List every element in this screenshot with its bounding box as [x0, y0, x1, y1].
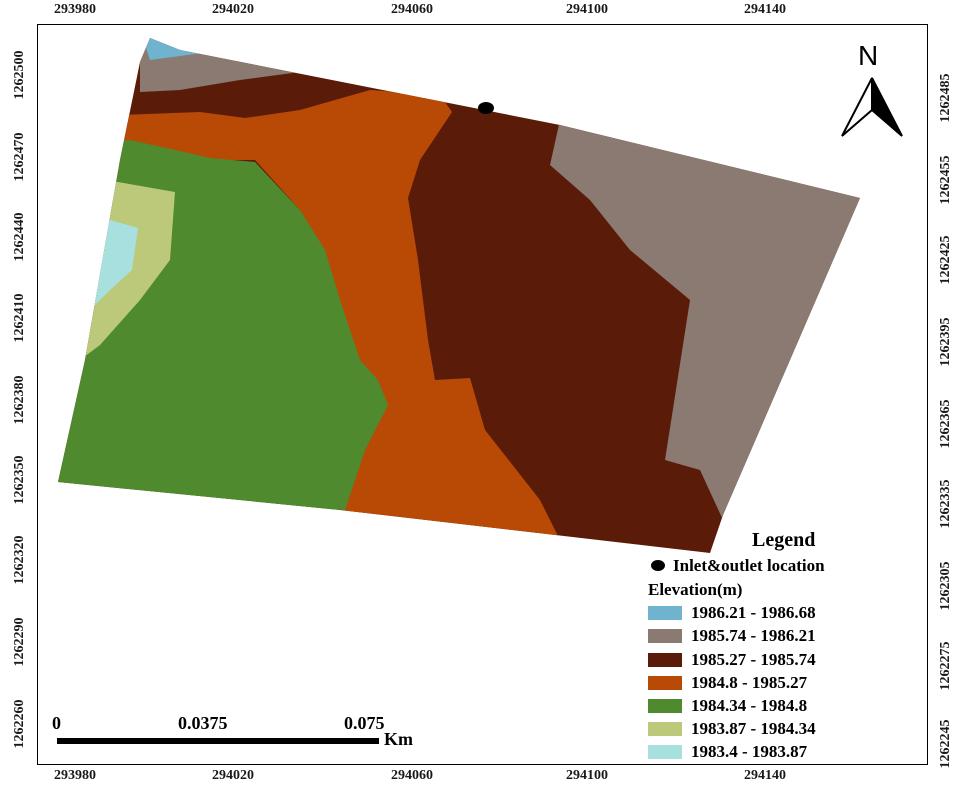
- legend-label: 1985.27 - 1985.74: [691, 650, 816, 669]
- left-tick-text: 1262500: [12, 50, 27, 100]
- top-tick-label: 294060: [391, 2, 433, 17]
- right-tick-label: 1262485: [934, 58, 958, 138]
- right-tick-text: 1262275: [938, 641, 953, 691]
- legend-label: 1984.34 - 1984.8: [691, 696, 808, 715]
- left-tick-text: 1262470: [12, 132, 27, 182]
- right-tick-text: 1262245: [938, 719, 953, 769]
- elevation-title: Elevation(m): [648, 580, 743, 599]
- legend-label: 1983.4 - 1983.87: [691, 742, 808, 761]
- left-tick-text: 1262320: [12, 535, 27, 585]
- left-tick-text: 1262380: [12, 375, 27, 425]
- bottom-tick-label: 294140: [744, 768, 786, 783]
- north-arrow-icon: [841, 77, 903, 137]
- legend-label: 1985.74 - 1986.21: [691, 626, 816, 645]
- inlet-outlet-point: [478, 102, 494, 114]
- legend-label: 1983.87 - 1984.34: [691, 719, 816, 738]
- legend-title: Legend: [752, 529, 816, 551]
- right-tick-label: 1262305: [934, 546, 958, 626]
- scale-label-zero: 0: [52, 713, 61, 733]
- right-tick-label: 1262365: [934, 384, 958, 464]
- legend-label: 1986.21 - 1986.68: [691, 603, 816, 622]
- inlet-point-symbol: [651, 560, 665, 571]
- top-tick-label: 294020: [212, 2, 254, 17]
- right-tick-text: 1262485: [938, 73, 953, 123]
- legend-swatch: [648, 745, 682, 759]
- left-tick-label: 1262440: [10, 197, 30, 277]
- top-tick-label: 294100: [566, 2, 608, 17]
- scale-label-mid: 0.0375: [178, 713, 228, 733]
- right-tick-label: 1262425: [934, 220, 958, 300]
- right-tick-label: 1262275: [934, 626, 958, 706]
- scale-unit: Km: [384, 729, 413, 749]
- right-tick-text: 1262305: [938, 561, 953, 611]
- left-tick-label: 1262500: [10, 35, 30, 115]
- legend-swatch: [648, 653, 682, 667]
- left-tick-label: 1262350: [10, 440, 30, 520]
- bottom-tick-label: 294100: [566, 768, 608, 783]
- left-tick-text: 1262260: [12, 699, 27, 749]
- bottom-tick-label: 293980: [54, 768, 96, 783]
- right-tick-label: 1262395: [934, 302, 958, 382]
- left-tick-label: 1262470: [10, 117, 30, 197]
- left-tick-label: 1262380: [10, 360, 30, 440]
- scale-label-max: 0.075: [344, 713, 385, 733]
- inlet-point-label: Inlet&outlet location: [673, 556, 825, 575]
- bottom-tick-label: 294060: [391, 768, 433, 783]
- left-tick-text: 1262410: [12, 293, 27, 343]
- left-tick-text: 1262440: [12, 212, 27, 262]
- right-tick-text: 1262455: [938, 155, 953, 205]
- right-tick-text: 1262395: [938, 317, 953, 367]
- left-tick-label: 1262410: [10, 278, 30, 358]
- bottom-tick-label: 294020: [212, 768, 254, 783]
- left-tick-text: 1262290: [12, 617, 27, 667]
- right-tick-text: 1262425: [938, 235, 953, 285]
- top-tick-label: 293980: [54, 2, 96, 17]
- right-tick-label: 1262455: [934, 140, 958, 220]
- legend-swatch: [648, 699, 682, 713]
- left-tick-label: 1262290: [10, 602, 30, 682]
- scale-bar: [57, 738, 379, 744]
- left-tick-text: 1262350: [12, 455, 27, 505]
- legend-swatch: [648, 722, 682, 736]
- left-tick-label: 1262260: [10, 684, 30, 764]
- legend-swatch: [648, 629, 682, 643]
- right-tick-label: 1262335: [934, 464, 958, 544]
- north-label: N: [858, 40, 879, 71]
- legend-swatch: [648, 676, 682, 690]
- legend-swatch: [648, 606, 682, 620]
- right-tick-text: 1262365: [938, 399, 953, 449]
- right-tick-text: 1262335: [938, 479, 953, 529]
- top-tick-label: 294140: [744, 2, 786, 17]
- legend-label: 1984.8 - 1985.27: [691, 673, 808, 692]
- left-tick-label: 1262320: [10, 520, 30, 600]
- right-tick-label: 1262245: [934, 704, 958, 784]
